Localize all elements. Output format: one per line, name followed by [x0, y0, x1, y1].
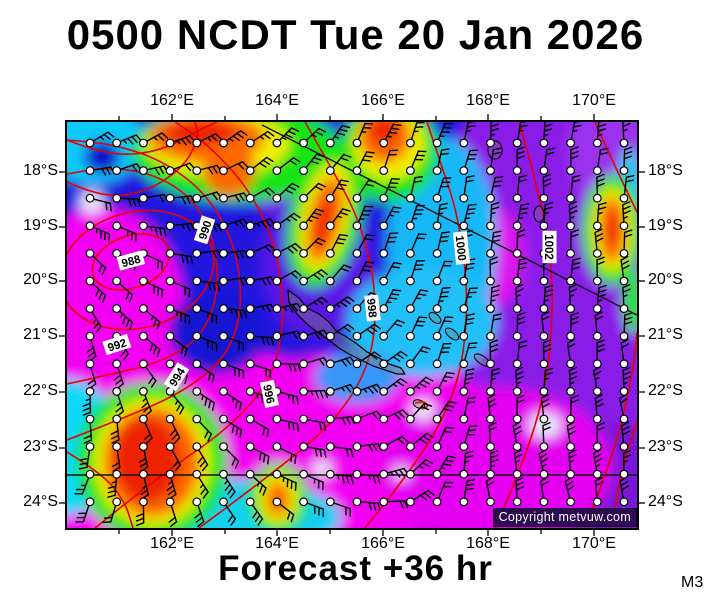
lat-label-left-22s: 22°S	[23, 382, 58, 399]
lon-label-top-166e: 166°E	[361, 92, 405, 109]
lon-label-bottom-166e: 166°E	[361, 535, 405, 552]
lat-label-right-20s: 20°S	[648, 271, 683, 288]
lat-label-left-21s: 21°S	[23, 326, 58, 343]
copyright-badge: Copyright metvuw.com	[492, 508, 637, 527]
svg-text:998: 998	[364, 298, 378, 319]
lon-label-bottom-164e: 164°E	[255, 535, 299, 552]
weather-map: 988 990 992 994 996 998 1000 1002 Copyright met…	[65, 120, 639, 530]
lon-label-top-162e: 162°E	[150, 92, 194, 109]
lon-label-bottom-168e: 168°E	[466, 535, 510, 552]
lat-label-right-23s: 23°S	[648, 438, 683, 455]
lat-label-right-21s: 21°S	[648, 326, 683, 343]
lat-label-left-20s: 20°S	[23, 271, 58, 288]
svg-text:990: 990	[197, 219, 214, 241]
model-tag: M3	[681, 574, 704, 591]
lon-label-top-170e: 170°E	[572, 92, 616, 109]
svg-text:1000: 1000	[453, 235, 468, 262]
lon-label-top-168e: 168°E	[466, 92, 510, 109]
lon-label-bottom-170e: 170°E	[572, 535, 616, 552]
lat-label-left-19s: 19°S	[23, 217, 58, 234]
lat-label-left-24s: 24°S	[23, 493, 58, 510]
lat-label-right-19s: 19°S	[648, 217, 683, 234]
lat-label-left-18s: 18°S	[23, 162, 58, 179]
lon-label-bottom-162e: 162°E	[150, 535, 194, 552]
svg-text:988: 988	[120, 254, 142, 271]
lat-label-right-22s: 22°S	[648, 382, 683, 399]
lat-label-right-18s: 18°S	[648, 162, 683, 179]
lon-label-top-164e: 164°E	[255, 92, 299, 109]
svg-text:992: 992	[106, 337, 128, 354]
forecast-hour-label: Forecast +36 hr	[218, 549, 493, 588]
svg-text:996: 996	[260, 384, 276, 405]
lat-label-left-23s: 23°S	[23, 438, 58, 455]
svg-text:1002: 1002	[542, 234, 554, 260]
weather-map-svg-host: 988 990 992 994 996 998 1000 1002	[67, 122, 637, 528]
page-title: 0500 NCDT Tue 20 Jan 2026	[66, 11, 645, 58]
lat-label-right-24s: 24°S	[648, 493, 683, 510]
